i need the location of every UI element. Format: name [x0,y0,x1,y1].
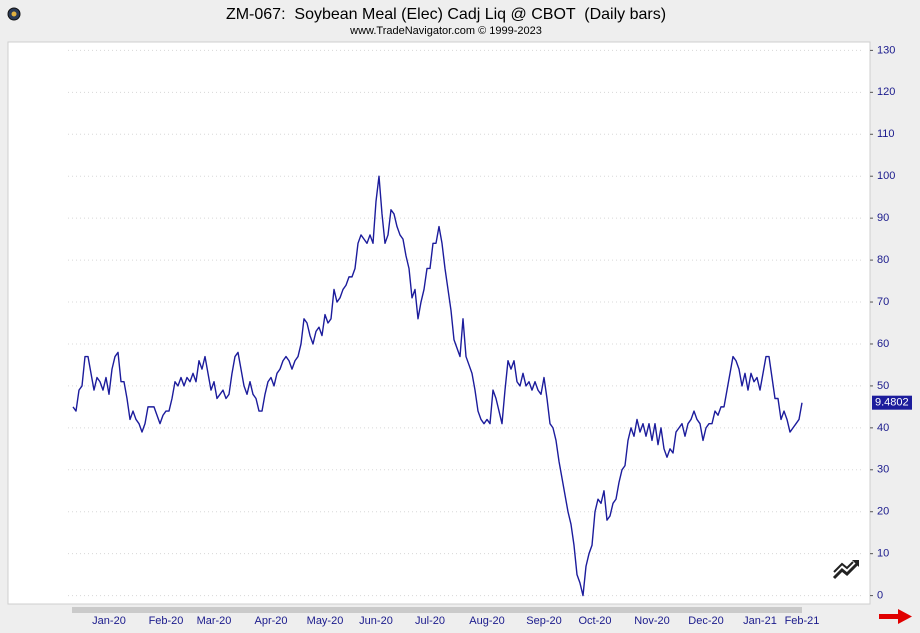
y-tick-label: 60 [877,338,889,350]
x-tick-label: Aug-20 [469,615,504,627]
scroll-arrow[interactable] [879,609,912,624]
y-tick-label: 100 [877,170,895,182]
x-tick-label: Oct-20 [578,615,611,627]
x-tick-label: Nov-20 [634,615,669,627]
x-tick-label: Feb-21 [785,615,820,627]
y-tick-label: 90 [877,212,889,224]
x-axis-ticks [72,607,802,613]
y-tick-label: 50 [877,380,889,392]
chart-icon [832,560,859,580]
y-tick-label: 70 [877,296,889,308]
x-tick-label: May-20 [307,615,344,627]
y-tick-label: 80 [877,254,889,266]
x-tick-label: Jun-20 [359,615,393,627]
y-tick-label: 130 [877,44,895,56]
y-tick-label: 110 [877,128,895,140]
x-tick-label: Mar-20 [197,615,232,627]
plot-area [7,41,871,605]
y-tick-label: 40 [877,422,889,434]
x-tick-label: Jan-21 [743,615,777,627]
price-line [72,175,803,597]
last-value-label: 9.4802 [875,397,909,409]
y-tick-label: 10 [877,548,889,560]
x-tick-label: Feb-20 [149,615,184,627]
x-tick-label: Dec-20 [688,615,723,627]
y-tick-label: 20 [877,506,889,518]
last-value-box [872,395,912,410]
logo [7,7,21,21]
x-tick-label: Jan-20 [92,615,126,627]
x-tick-label: Sep-20 [526,615,561,627]
y-tick-label: 120 [877,86,895,98]
y-tick-label: 30 [877,464,889,476]
chart-subtitle: www.TradeNavigator.com © 1999-2023 [349,25,542,37]
x-tick-label: Jul-20 [415,615,445,627]
y-tick-label: 0 [877,590,883,602]
chart-title: ZM-067: Soybean Meal (Elec) Cadj Liq @ C… [226,6,666,23]
x-tick-label: Apr-20 [254,615,287,627]
